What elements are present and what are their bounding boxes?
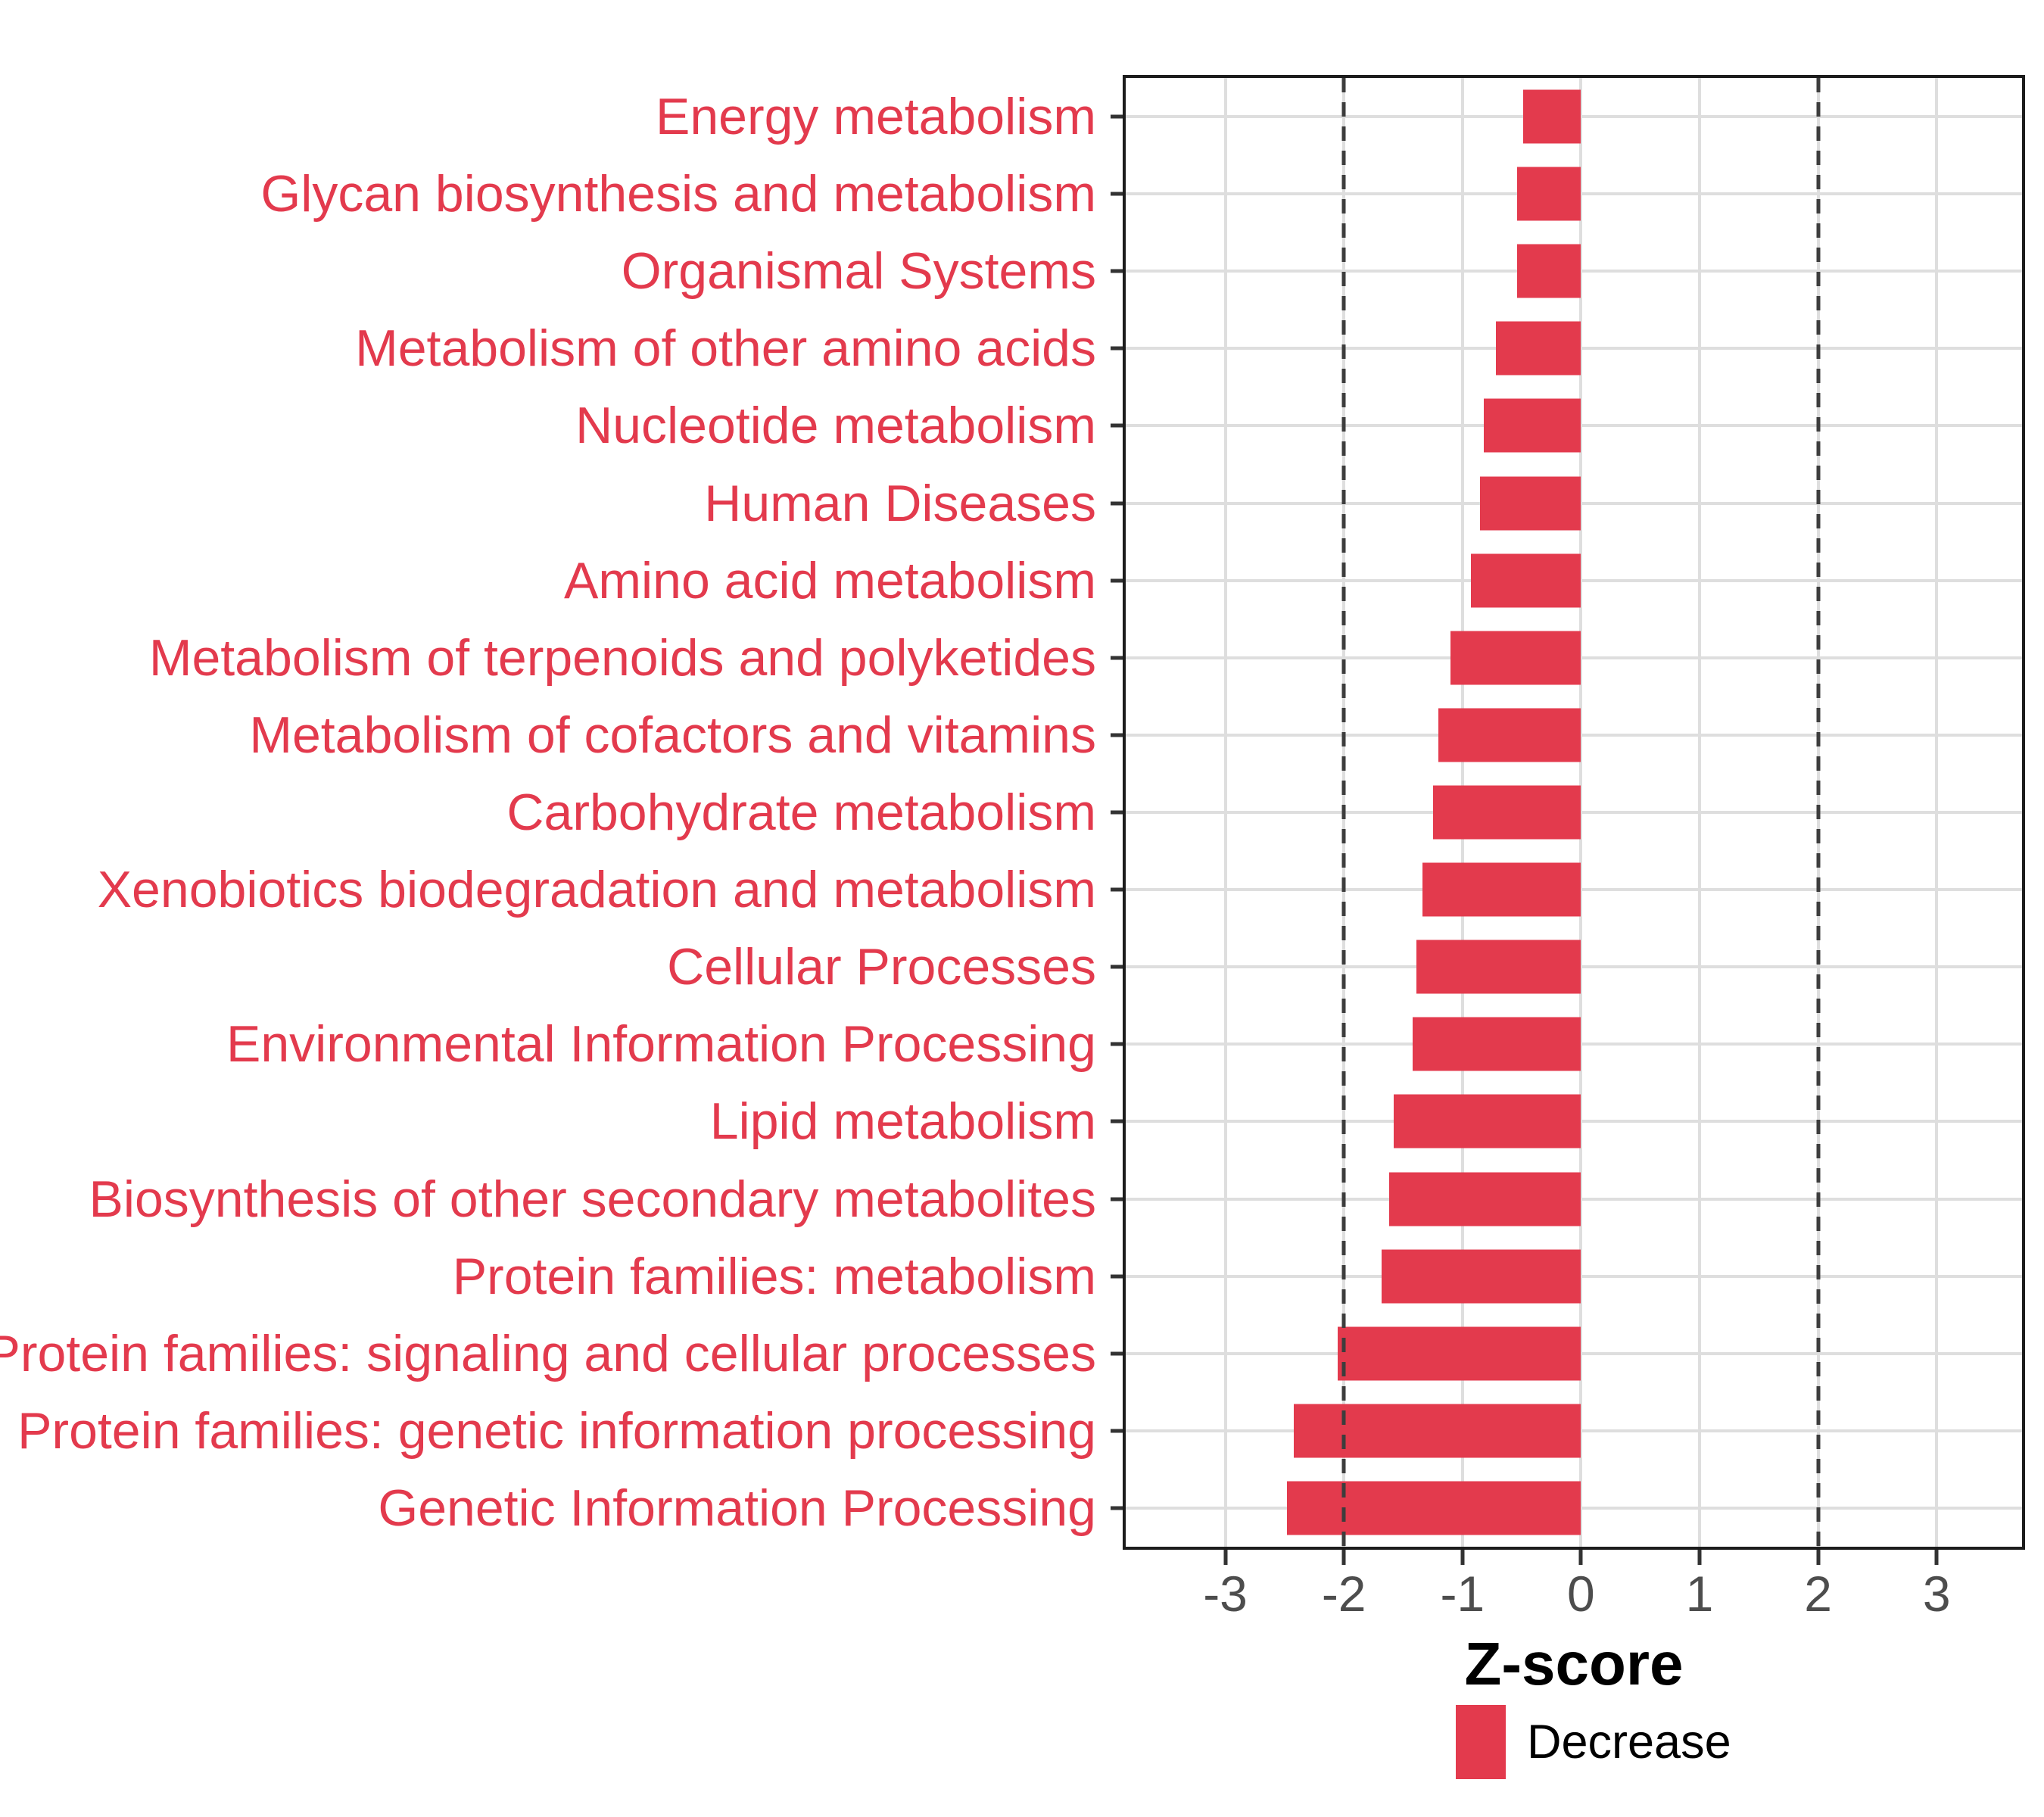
plot-panel <box>1123 75 2025 1550</box>
x-tick-label: 0 <box>1567 1566 1595 1622</box>
x-tick-label: 1 <box>1685 1566 1714 1622</box>
x-tick-mark <box>1341 1550 1346 1565</box>
category-label: Genetic Information Processing <box>378 1479 1096 1537</box>
bar <box>1413 1017 1581 1071</box>
legend-decrease-label: Decrease <box>1527 1715 1731 1769</box>
category-label: Nucleotide metabolism <box>575 397 1096 455</box>
bar <box>1480 476 1581 531</box>
y-tick-mark <box>1111 887 1123 892</box>
category-label: Protein families: signaling and cellular… <box>0 1324 1096 1382</box>
y-axis-ticks <box>1111 78 1123 1547</box>
x-tick-label: -2 <box>1321 1566 1366 1622</box>
y-tick-mark <box>1111 192 1123 196</box>
bar <box>1516 167 1581 221</box>
x-tick-mark <box>1223 1550 1228 1565</box>
y-tick-mark <box>1111 1351 1123 1356</box>
bar <box>1286 1481 1581 1535</box>
x-tick-label: -1 <box>1440 1566 1485 1622</box>
bar <box>1416 940 1581 994</box>
category-label: Amino acid metabolism <box>564 551 1096 609</box>
x-tick-label: 3 <box>1922 1566 1951 1622</box>
y-tick-mark <box>1111 656 1123 660</box>
bar <box>1495 321 1581 376</box>
y-tick-mark <box>1111 1119 1123 1124</box>
x-tick-mark <box>1934 1550 1939 1565</box>
category-label: Biosynthesis of other secondary metaboli… <box>89 1170 1096 1228</box>
x-tick-label: 2 <box>1804 1566 1832 1622</box>
category-label: Metabolism of other amino acids <box>355 319 1096 378</box>
y-tick-mark <box>1111 578 1123 583</box>
reference-line <box>1341 78 1346 1547</box>
y-tick-mark <box>1111 1274 1123 1279</box>
category-label: Energy metabolism <box>655 88 1096 146</box>
y-tick-mark <box>1111 965 1123 969</box>
y-tick-mark <box>1111 1506 1123 1510</box>
category-label: Glycan biosynthesis and metabolism <box>260 165 1096 223</box>
y-tick-mark <box>1111 269 1123 273</box>
y-tick-mark <box>1111 114 1123 119</box>
bar <box>1388 1172 1581 1226</box>
category-label: Metabolism of cofactors and vitamins <box>249 706 1096 764</box>
category-label: Xenobiotics biodegradation and metabolis… <box>97 861 1096 919</box>
bar <box>1483 398 1581 453</box>
category-label: Environmental Information Processing <box>226 1015 1096 1074</box>
bar <box>1393 1094 1581 1148</box>
legend-decrease-swatch <box>1456 1705 1506 1779</box>
category-label: Carbohydrate metabolism <box>506 784 1096 841</box>
bar <box>1450 631 1581 685</box>
y-tick-mark <box>1111 1197 1123 1201</box>
bar <box>1338 1326 1581 1381</box>
y-tick-mark <box>1111 733 1123 737</box>
x-tick-mark <box>1460 1550 1465 1565</box>
y-tick-mark <box>1111 1429 1123 1433</box>
x-axis-title: Z-score <box>1464 1630 1684 1697</box>
bar <box>1432 785 1581 840</box>
category-label: Human Diseases <box>704 474 1096 532</box>
category-label: Lipid metabolism <box>709 1092 1096 1151</box>
y-tick-mark <box>1111 501 1123 506</box>
y-tick-mark <box>1111 346 1123 351</box>
bar <box>1382 1249 1581 1304</box>
bar <box>1438 708 1581 762</box>
category-label: Protein families: genetic information pr… <box>17 1401 1096 1460</box>
category-label: Organismal Systems <box>621 242 1096 301</box>
x-tick-mark <box>1697 1550 1702 1565</box>
y-tick-mark <box>1111 423 1123 428</box>
bar <box>1522 89 1581 144</box>
bar <box>1294 1404 1581 1458</box>
y-axis-labels: Energy metabolism Glycan biosynthesis and… <box>0 78 1096 1547</box>
legend: Decrease <box>1456 1705 1731 1779</box>
x-tick-mark <box>1578 1550 1583 1565</box>
y-tick-mark <box>1111 810 1123 815</box>
x-axis: -3 -2 -1 0 1 2 3 <box>1126 1550 2022 1663</box>
category-label: Metabolism of terpenoids and polyketides <box>148 628 1096 687</box>
x-tick-mark <box>1816 1550 1821 1565</box>
y-tick-mark <box>1111 1042 1123 1046</box>
bar <box>1516 244 1581 298</box>
category-label: Protein families: metabolism <box>452 1247 1096 1305</box>
x-tick-label: -3 <box>1203 1566 1248 1622</box>
category-label: Cellular Processes <box>667 938 1096 996</box>
bar <box>1470 553 1581 608</box>
reference-line <box>1816 78 1821 1547</box>
bar <box>1422 862 1581 917</box>
